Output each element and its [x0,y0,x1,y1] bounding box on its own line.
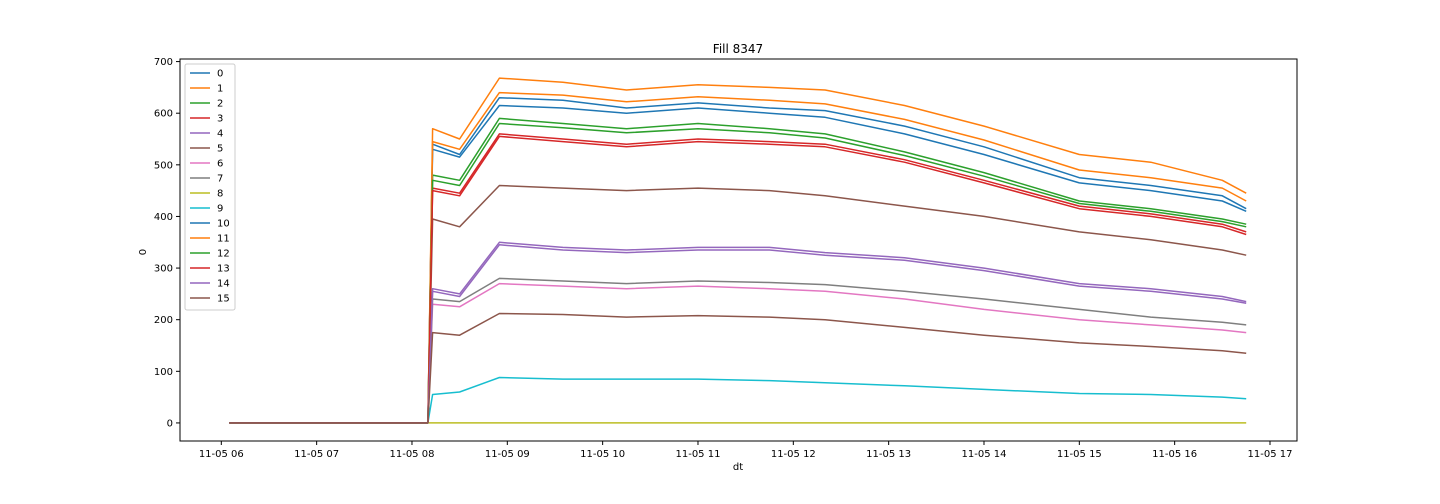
x-tick-label: 11-05 09 [485,449,530,460]
y-tick-label: 400 [154,212,173,223]
plot-frame [179,58,1298,442]
x-axis-label: dt [733,462,743,473]
y-tick-label: 0 [167,418,173,429]
y-tick-label: 200 [154,315,173,326]
legend-label: 10 [217,219,230,230]
series-line-12 [229,122,1247,424]
chart-title: Fill 8347 [713,42,763,56]
y-axis-label: 0 [138,249,149,255]
legend-label: 2 [217,99,223,110]
y-tick-label: 600 [154,109,173,120]
x-tick-label: 11-05 11 [675,449,720,460]
y-tick-label: 700 [154,57,173,68]
x-tick-label: 11-05 10 [580,449,625,460]
legend-label: 15 [217,294,230,305]
series-line-7 [229,277,1247,424]
legend-label: 7 [217,174,223,185]
x-tick-label: 11-05 08 [389,449,434,460]
series-line-9 [229,376,1247,424]
x-tick-label: 11-05 15 [1057,449,1102,460]
series-line-5 [229,184,1247,424]
series-line-13 [229,135,1247,424]
x-tick-label: 11-05 07 [294,449,339,460]
series-line-10 [229,104,1247,424]
series-line-1 [229,77,1247,424]
series-line-3 [229,133,1247,424]
y-tick-label: 100 [154,367,173,378]
series-line-6 [229,282,1247,424]
series-line-15 [229,312,1247,424]
legend-label: 9 [217,204,223,215]
x-tick-label: 11-05 17 [1248,449,1293,460]
x-tick-label: 11-05 13 [866,449,911,460]
legend-box [184,63,236,311]
legend-label: 3 [217,114,223,125]
legend-label: 14 [217,279,230,290]
series-lines [229,77,1247,424]
legend-label: 11 [217,234,230,245]
x-tick-label: 11-05 14 [962,449,1007,460]
legend-label: 1 [217,84,223,95]
y-tick-label: 500 [154,160,173,171]
y-tick-label: 300 [154,264,173,275]
legend-label: 4 [217,129,223,140]
legend-label: 13 [217,264,230,275]
series-line-0 [229,96,1247,424]
series-line-14 [229,244,1247,424]
legend-label: 8 [217,189,223,200]
legend-label: 12 [217,249,230,260]
series-line-4 [229,241,1247,424]
legend-label: 0 [217,69,223,80]
x-tick-label: 11-05 12 [771,449,816,460]
y-axis-ticks: 0 100 200 300 400 500 600 700 [154,57,180,429]
x-tick-label: 11-05 16 [1152,449,1197,460]
legend-label: 6 [217,159,223,170]
series-line-2 [229,117,1247,424]
x-tick-label: 11-05 06 [199,449,244,460]
x-axis-ticks: 11-05 06 11-05 07 11-05 08 11-05 09 11-05 10… [199,441,1293,460]
series-line-11 [229,91,1247,424]
legend-label: 5 [217,144,223,155]
